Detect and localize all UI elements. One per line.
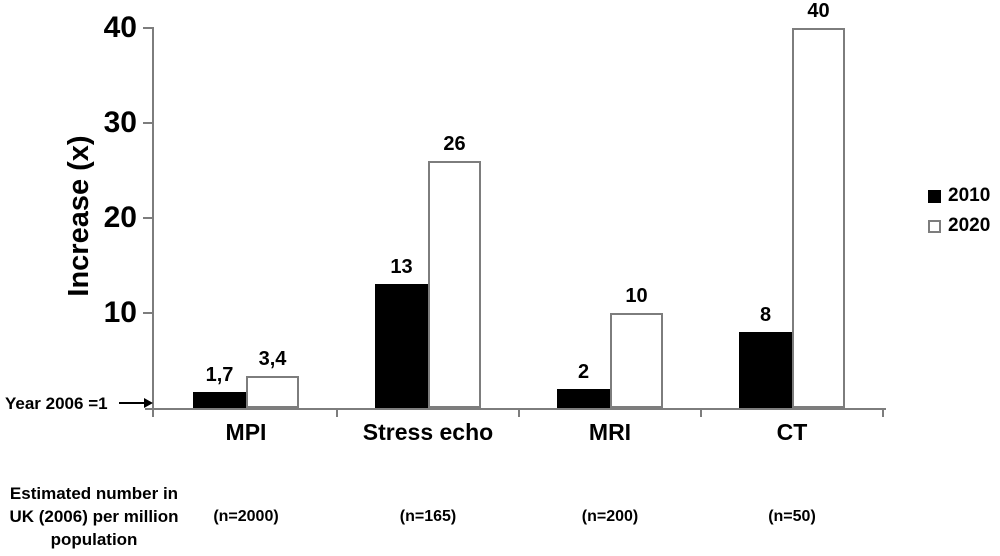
bar-value-label: 26 [443,133,466,155]
category-label: CT [776,419,808,445]
n-label: (n=165) [399,508,457,525]
y-tick [143,312,152,314]
y-axis-line [152,27,154,417]
bar-ct-2010 [739,332,792,408]
footnote-line: UK (2006) per million [9,507,179,526]
bar-value-label: 8 [759,304,772,326]
n-label: (n=200) [581,508,639,525]
legend-item-2010: 2010 [928,184,990,208]
y-tick-label: 40 [103,11,137,44]
bar-value-label: 2 [577,361,590,383]
bar-stress-echo-2020 [428,161,481,408]
y-tick-label: 10 [103,296,137,329]
legend-item-2020: 2020 [928,214,990,238]
y-tick-label: 20 [103,201,137,234]
baseline-arrow-line [119,402,146,404]
baseline-arrow-icon [144,398,153,408]
legend-swatch-open-square-icon [928,219,941,233]
bar-mri-2020 [610,313,663,408]
bar-mpi-2010 [193,392,246,408]
x-axis-line [145,408,886,410]
x-tick [336,408,338,417]
bar-value-label: 13 [390,256,413,278]
bar-ct-2020 [792,28,845,408]
bar-value-label: 3,4 [258,348,287,370]
baseline-annotation: Year 2006 =1 [5,394,108,413]
y-tick-label: 30 [103,106,137,139]
bar-stress-echo-2010 [375,284,428,408]
y-tick [143,122,152,124]
category-label: MPI [225,419,267,445]
legend-label: 2020 [948,215,991,236]
n-label: (n=50) [768,508,816,525]
legend: 2010 2020 [928,184,990,244]
bar-mpi-2020 [246,376,299,408]
x-tick [882,408,884,417]
legend-swatch-filled-square-icon [928,189,941,203]
footnote: Estimated number in UK (2006) per millio… [8,482,180,551]
bar-value-label: 1,7 [205,364,234,386]
category-label: MRI [588,419,632,445]
legend-label: 2010 [948,185,991,206]
bar-value-label: 40 [807,0,830,22]
footnote-line: population [50,530,138,549]
n-label: (n=2000) [213,508,279,525]
footnote-line: Estimated number in [9,484,179,503]
y-tick [143,27,152,29]
x-tick [518,408,520,417]
x-tick [700,408,702,417]
y-tick [143,217,152,219]
category-label: Stress echo [362,419,494,445]
bar-value-label: 10 [625,285,648,307]
bar-mri-2010 [557,389,610,408]
